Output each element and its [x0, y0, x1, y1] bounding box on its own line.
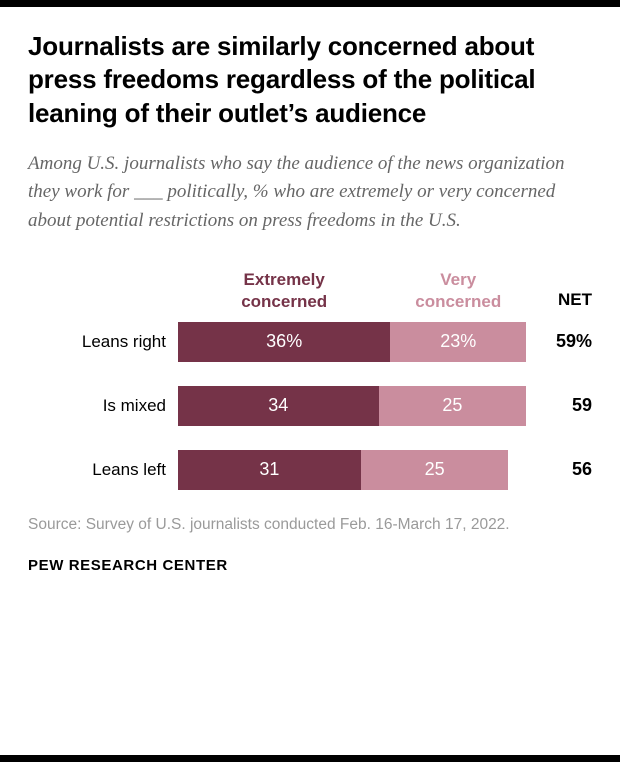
net-value: 59 [571, 395, 592, 416]
chart-rows: Leans right 36% 23% 59% Is mixed 34 25 59 Leans … [28, 321, 592, 490]
net-header: NET [558, 289, 592, 309]
bar-segment-extremely-concerned: 36% [178, 321, 391, 362]
legend-extremely-concerned: Extremely concerned [241, 270, 328, 311]
bottom-border-bar [0, 755, 620, 762]
bar-segment-extremely-concerned: 34 [178, 385, 379, 426]
source-note: Source: Survey of U.S. journalists condu… [28, 515, 510, 533]
bar-row: Leans right 36% 23% 59% [28, 321, 592, 362]
top-border-bar [0, 0, 620, 7]
bar-segment-very-concerned: 23% [390, 321, 527, 362]
bar-track: 31 25 [178, 449, 509, 490]
net-value: 56 [571, 459, 592, 480]
row-label: Is mixed [102, 395, 166, 415]
bar-track: 34 25 [178, 385, 527, 426]
stacked-bar-chart: Extremely concerned Very concerned NET L… [28, 269, 592, 490]
brand-label: PEW RESEARCH CENTER [28, 557, 228, 575]
bar-row: Leans left 31 25 56 [28, 449, 592, 490]
bar-row: Is mixed 34 25 59 [28, 385, 592, 426]
bar-track: 36% 23% [178, 321, 527, 362]
chart-legend-row: Extremely concerned Very concerned NET [28, 269, 592, 312]
net-value: 59% [555, 331, 592, 352]
row-label: Leans left [92, 459, 166, 479]
bar-segment-very-concerned: 25 [378, 385, 527, 426]
row-label: Leans right [81, 331, 166, 351]
chart-subtitle: Among U.S. journalists who say the audie… [28, 152, 565, 231]
legend-very-concerned: Very concerned [415, 270, 502, 311]
page-title: Journalists are similarly concerned abou… [28, 31, 536, 128]
bar-segment-extremely-concerned: 31 [178, 449, 361, 490]
chart-card: Journalists are similarly concerned abou… [28, 31, 592, 575]
bar-segment-very-concerned: 25 [360, 449, 509, 490]
